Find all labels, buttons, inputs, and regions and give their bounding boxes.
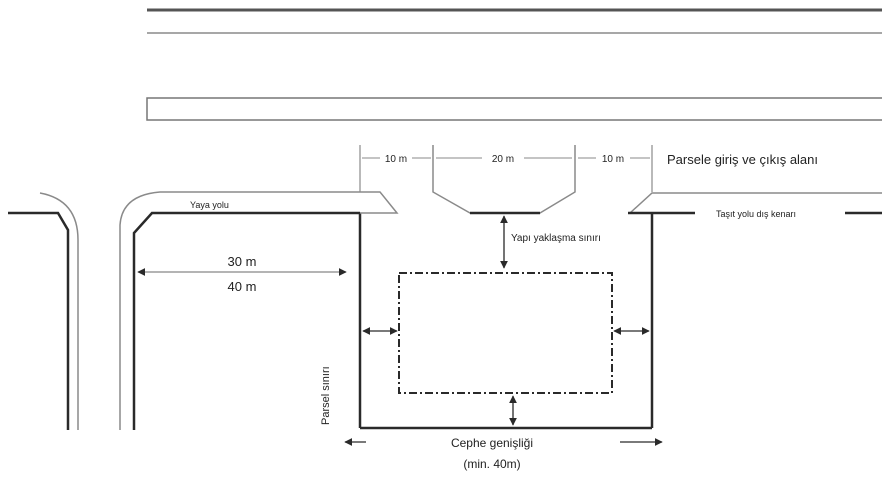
- block-width-label-b: 40 m: [228, 279, 257, 294]
- parcel-boundary-label: Parsel sınırı: [320, 366, 332, 425]
- setback-line-label: Yapı yaklaşma sınırı: [511, 233, 601, 244]
- access-area-label: Parsele giriş ve çıkış alanı: [667, 152, 818, 167]
- left-street: [8, 191, 360, 430]
- setback-rectangle: [398, 272, 613, 394]
- block-width-label-a: 30 m: [228, 254, 257, 269]
- sidewalk-label: Yaya yolu: [190, 200, 229, 210]
- road-edge-label: Taşıt yolu dış kenarı: [716, 209, 796, 219]
- right-street: [628, 192, 882, 215]
- access-bay: [432, 145, 576, 215]
- left-dimension-label: 10 m: [385, 154, 407, 165]
- center-dimension-label: 20 m: [492, 154, 514, 165]
- facade-width-label: Cephe genişliği: [451, 436, 533, 450]
- top-road: [146, 8, 882, 121]
- facade-min-label: (min. 40m): [463, 457, 520, 471]
- dimension-arrows: [137, 215, 663, 446]
- right-dimension-label: 10 m: [602, 154, 624, 165]
- parcel-boundary: [358, 145, 654, 430]
